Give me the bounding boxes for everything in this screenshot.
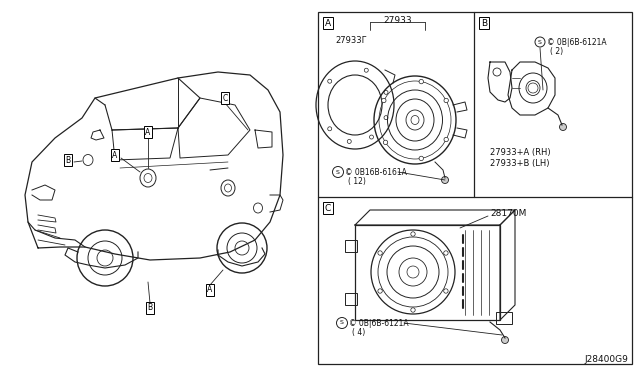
Bar bbox=[345, 240, 357, 252]
Circle shape bbox=[442, 176, 449, 183]
Text: 28170M: 28170M bbox=[490, 208, 526, 218]
Bar bbox=[355, 225, 500, 320]
Circle shape bbox=[411, 308, 415, 312]
Circle shape bbox=[328, 79, 332, 83]
Bar bbox=[345, 293, 357, 305]
Text: 27933Γ: 27933Γ bbox=[335, 35, 366, 45]
Text: J28400G9: J28400G9 bbox=[584, 355, 628, 364]
Text: A: A bbox=[325, 19, 331, 28]
Circle shape bbox=[381, 98, 386, 103]
Text: © 0B|6B-6121A: © 0B|6B-6121A bbox=[349, 318, 408, 327]
Text: S: S bbox=[538, 39, 542, 45]
Circle shape bbox=[348, 140, 351, 144]
Text: ( 2): ( 2) bbox=[550, 46, 563, 55]
Circle shape bbox=[384, 116, 388, 120]
Text: 27933+Β (LH): 27933+Β (LH) bbox=[490, 158, 550, 167]
Text: S: S bbox=[336, 170, 340, 174]
Circle shape bbox=[364, 68, 368, 72]
Circle shape bbox=[419, 79, 424, 84]
Circle shape bbox=[444, 98, 449, 103]
Text: B: B bbox=[147, 304, 152, 312]
Bar bbox=[318, 12, 632, 364]
Circle shape bbox=[378, 251, 382, 255]
Text: ( 12): ( 12) bbox=[348, 176, 366, 186]
Circle shape bbox=[559, 124, 566, 131]
Circle shape bbox=[444, 251, 448, 255]
Text: B: B bbox=[481, 19, 487, 28]
Bar bbox=[496, 312, 512, 324]
Text: S: S bbox=[340, 321, 344, 326]
Circle shape bbox=[502, 337, 509, 343]
Circle shape bbox=[378, 289, 382, 293]
Text: © 0B|6B-6121A: © 0B|6B-6121A bbox=[547, 38, 607, 46]
Circle shape bbox=[384, 90, 388, 94]
Text: C: C bbox=[325, 203, 331, 212]
Text: 27933+A (RH): 27933+A (RH) bbox=[490, 148, 550, 157]
Text: © 0B16B-6161A: © 0B16B-6161A bbox=[345, 167, 407, 176]
Text: B: B bbox=[65, 155, 70, 164]
Circle shape bbox=[419, 156, 424, 161]
Circle shape bbox=[411, 232, 415, 236]
Circle shape bbox=[369, 135, 374, 139]
Circle shape bbox=[328, 127, 332, 131]
Text: A: A bbox=[207, 285, 212, 295]
Text: ( 4): ( 4) bbox=[352, 327, 365, 337]
Text: C: C bbox=[222, 93, 228, 103]
Circle shape bbox=[383, 140, 388, 145]
Circle shape bbox=[444, 289, 448, 293]
Text: A: A bbox=[113, 151, 118, 160]
Text: 27933: 27933 bbox=[384, 16, 412, 25]
Text: A: A bbox=[145, 128, 150, 137]
Circle shape bbox=[444, 137, 449, 142]
